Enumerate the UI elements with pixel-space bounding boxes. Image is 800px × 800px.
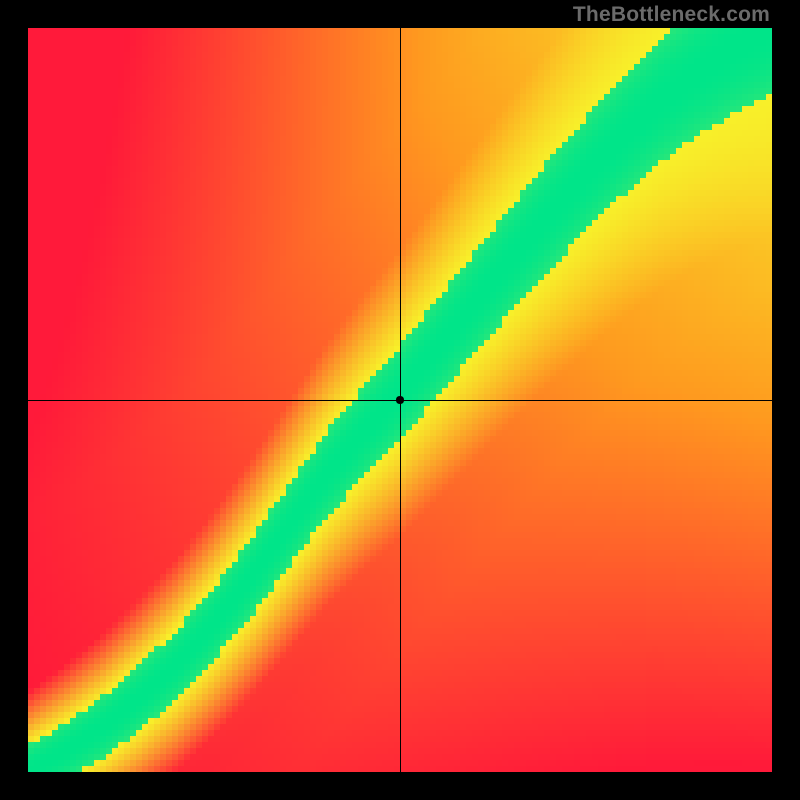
plot-area <box>28 28 772 772</box>
crosshair-overlay <box>28 28 772 772</box>
watermark-text: TheBottleneck.com <box>573 3 770 27</box>
outer-frame: TheBottleneck.com <box>0 0 800 800</box>
